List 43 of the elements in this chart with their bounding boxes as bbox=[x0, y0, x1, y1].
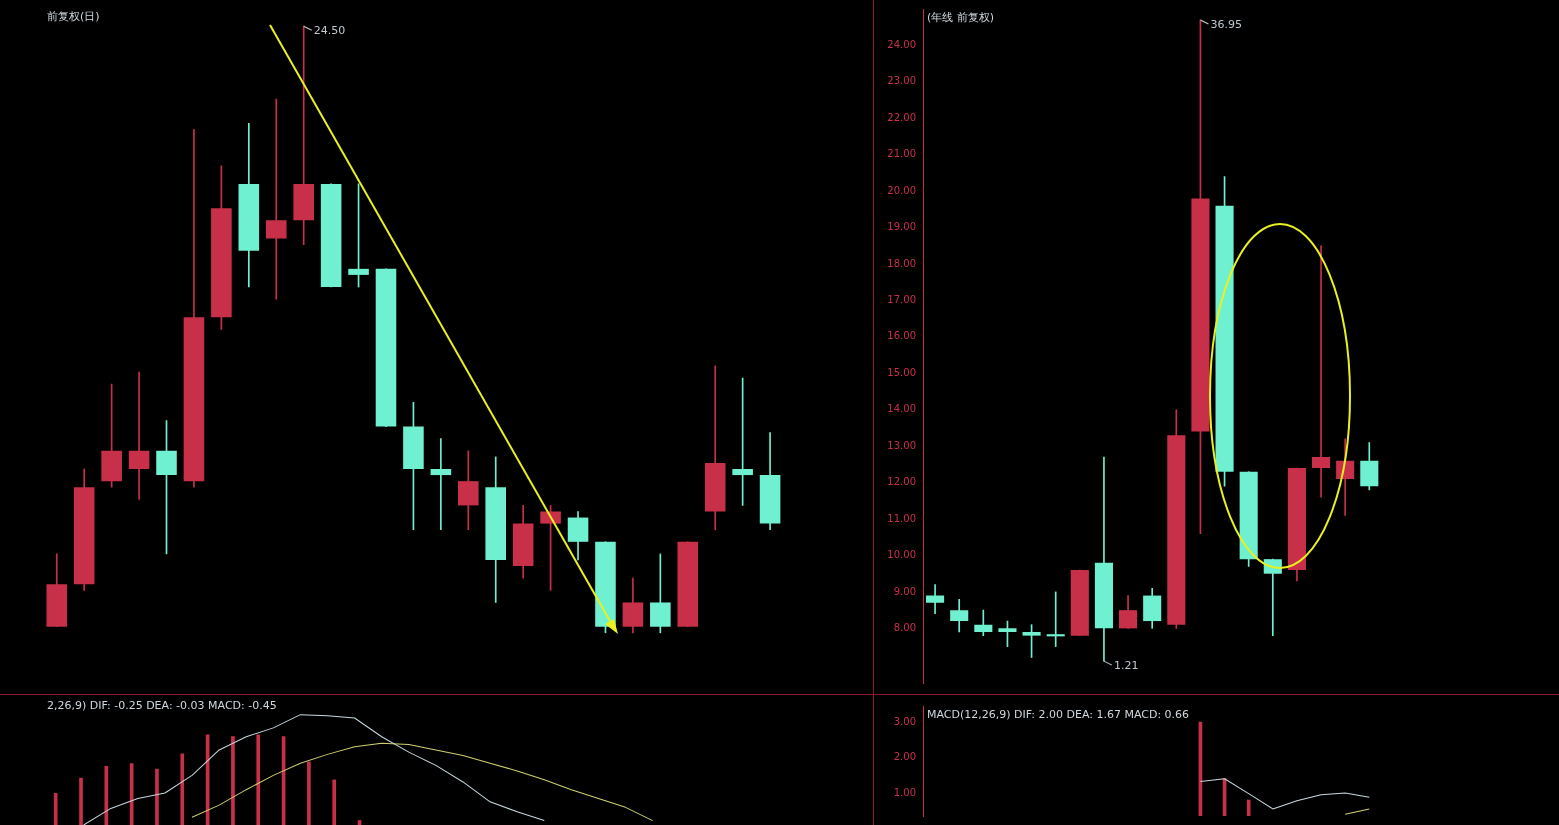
y-tick-label: 19.00 bbox=[887, 221, 917, 233]
bar bbox=[53, 793, 58, 825]
y-tick-label: 9.00 bbox=[893, 585, 917, 597]
annotation: 1.21 bbox=[1113, 659, 1139, 672]
annotation: 24.50 bbox=[313, 24, 346, 38]
candlestick bbox=[128, 371, 150, 500]
y-tick-label: 2.00 bbox=[893, 751, 917, 763]
y-tick-label: 13.00 bbox=[887, 439, 917, 451]
y-tick-label: 18.00 bbox=[887, 257, 917, 269]
y-tick-label: 8.00 bbox=[893, 621, 917, 633]
chart-title: 2,26,9) DIF: -0.25 DEA: -0.03 MACD: -0.45 bbox=[47, 699, 277, 713]
y-tick-label: 20.00 bbox=[887, 184, 917, 196]
y-tick-label: 17.00 bbox=[887, 294, 917, 306]
y-tick-label: 15.00 bbox=[887, 366, 917, 378]
y-tick-label: 12.00 bbox=[887, 476, 917, 488]
chart-title: 前复权(日) bbox=[47, 10, 100, 24]
candlestick bbox=[430, 438, 452, 530]
bar bbox=[104, 766, 109, 825]
y-tick-label: 23.00 bbox=[887, 75, 917, 87]
y-tick-label: 22.00 bbox=[887, 111, 917, 123]
candlestick bbox=[265, 98, 287, 300]
bar bbox=[155, 768, 159, 825]
candlestick bbox=[1312, 245, 1331, 498]
y-tick-label: 24.00 bbox=[887, 39, 917, 51]
y-tick-label: 16.00 bbox=[887, 330, 917, 342]
candlestick bbox=[293, 25, 314, 245]
bar bbox=[180, 753, 185, 825]
bar bbox=[79, 777, 83, 825]
annotation: 36.95 bbox=[1210, 17, 1242, 31]
candlestick bbox=[926, 584, 945, 615]
chart-title: (年线 前复权) bbox=[927, 11, 995, 25]
candlestick bbox=[1046, 591, 1065, 647]
y-tick-label: 14.00 bbox=[887, 403, 917, 415]
bar bbox=[256, 734, 261, 825]
y-tick-label: 1.00 bbox=[893, 786, 917, 798]
y-tick-label: 10.00 bbox=[887, 549, 917, 561]
y-tick-label: 3.00 bbox=[893, 715, 917, 727]
bar bbox=[332, 779, 337, 825]
y-tick-label: 11.00 bbox=[887, 512, 917, 524]
bar bbox=[307, 761, 311, 825]
bar bbox=[231, 736, 235, 825]
chart-title: MACD(12,26,9) DIF: 2.00 DEA: 1.67 MACD: 0.66 bbox=[927, 708, 1190, 722]
y-tick-label: 21.00 bbox=[887, 148, 917, 160]
